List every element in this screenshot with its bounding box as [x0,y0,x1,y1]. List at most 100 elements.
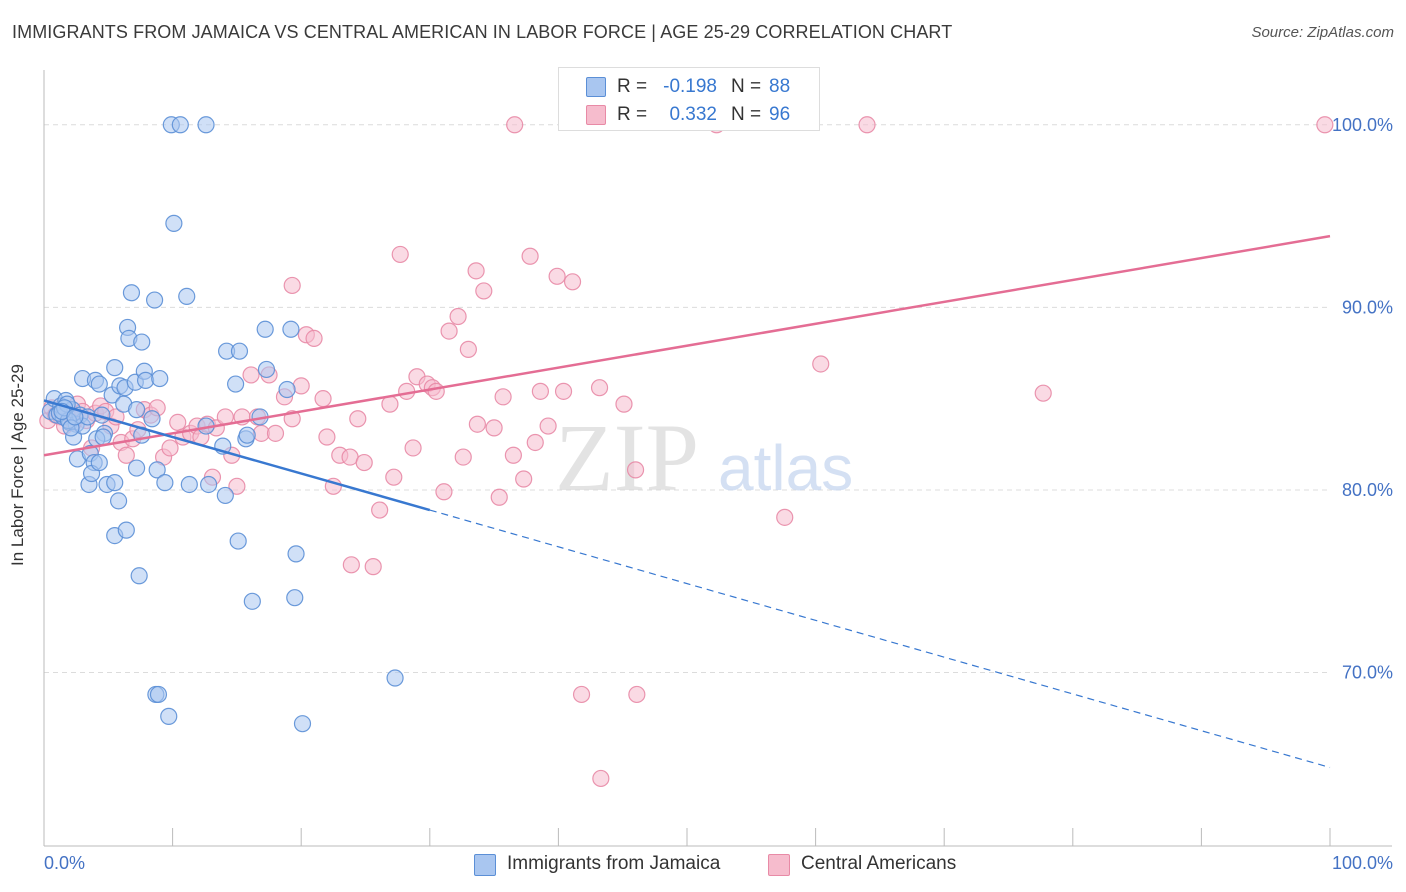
data-point [292,377,310,395]
data-point [109,492,128,510]
data-point [592,769,610,788]
data-point [467,262,485,280]
data-point [149,685,168,704]
data-point [459,340,477,358]
data-point [143,410,161,428]
data-point [283,276,301,295]
data-point [156,474,174,492]
gridlines [44,124,1330,674]
data-point [386,669,404,687]
legend-n-label: N = [731,76,762,97]
data-point [227,375,245,393]
data-point [117,521,135,539]
trend-lines [43,234,1331,769]
chart-title: IMMIGRANTS FROM JAMAICA VS CENTRAL AMERI… [12,22,953,42]
data-point [526,433,544,452]
data-point [238,426,256,444]
y-tick-label: 80.0% [1342,480,1393,500]
data-point [266,424,285,442]
data-point [494,388,512,406]
legend-item-central-americans: Central Americans [768,852,1028,878]
data-point [355,453,373,472]
data-point [90,375,108,393]
data-point [197,116,215,134]
legend-r-value: 0.332 [669,104,717,125]
data-point [106,474,124,492]
data-point [160,707,178,725]
data-point [404,439,422,457]
data-point [563,273,582,291]
data-point [257,360,276,379]
legend-swatch-pink [586,105,606,125]
data-point [385,468,403,486]
data-point [427,382,445,400]
watermark: ZIP atlas [555,404,853,511]
data-point [165,214,183,232]
legend-swatch-blue [586,77,606,97]
data-point [539,417,557,435]
data-point [590,379,609,397]
data-point [314,390,332,408]
data-point [349,410,367,428]
data-point [122,284,141,302]
data-point [554,382,573,400]
watermark-atlas: atlas [718,432,853,504]
data-point [169,413,187,431]
data-point [548,267,566,285]
data-point [449,307,467,326]
y-tick-label: 90.0% [1342,297,1393,317]
data-point [371,501,389,519]
x-tick-label-right: 100.0% [1332,853,1393,873]
legend-n-label: N = [731,104,762,125]
data-point [454,448,472,466]
data-point [572,685,591,704]
data-point [364,558,382,576]
data-point [342,556,360,574]
data-point [531,382,549,400]
data-point [504,446,522,464]
data-point [151,369,169,388]
data-point [90,453,108,472]
data-point [148,461,166,479]
legend-n-value: 96 [769,104,791,125]
data-point [615,395,633,413]
data-point [1316,116,1334,134]
data-point [287,545,305,563]
trend-line-jamaica [43,399,431,512]
data-point [256,320,274,338]
data-point [278,380,296,399]
series-jamaica [41,116,404,733]
data-point [94,428,112,446]
data-point [626,461,645,479]
data-point [133,333,151,351]
legend-series-label: Immigrants from Jamaica [507,853,721,874]
data-point [282,320,300,338]
data-point [812,355,830,373]
data-point [521,247,539,265]
data-point [180,475,198,494]
data-point [305,329,323,348]
data-point [106,359,124,377]
x-tick-label-left: 0.0% [44,853,85,873]
data-point [776,508,794,526]
tick-labels: 100.0% 90.0% 80.0% 70.0% 0.0% 100.0% [44,115,1393,873]
data-point [127,401,146,419]
legend-item-jamaica: Immigrants from Jamaica [474,852,774,878]
data-point [468,415,486,433]
data-point [515,470,533,488]
data-point [440,322,458,340]
data-point [1034,384,1052,402]
legend-swatch-blue [474,854,496,876]
data-point [171,116,189,134]
data-point [490,488,508,506]
legend-series-label: Central Americans [801,853,957,874]
watermark-zip: ZIP [555,404,699,511]
data-point [286,589,304,607]
data-point [506,116,524,134]
legend-r-label: R = [617,104,648,125]
data-point [243,592,261,610]
data-point [628,685,646,704]
data-point [228,477,246,495]
trend-line-jamaica-extension [429,509,1331,769]
